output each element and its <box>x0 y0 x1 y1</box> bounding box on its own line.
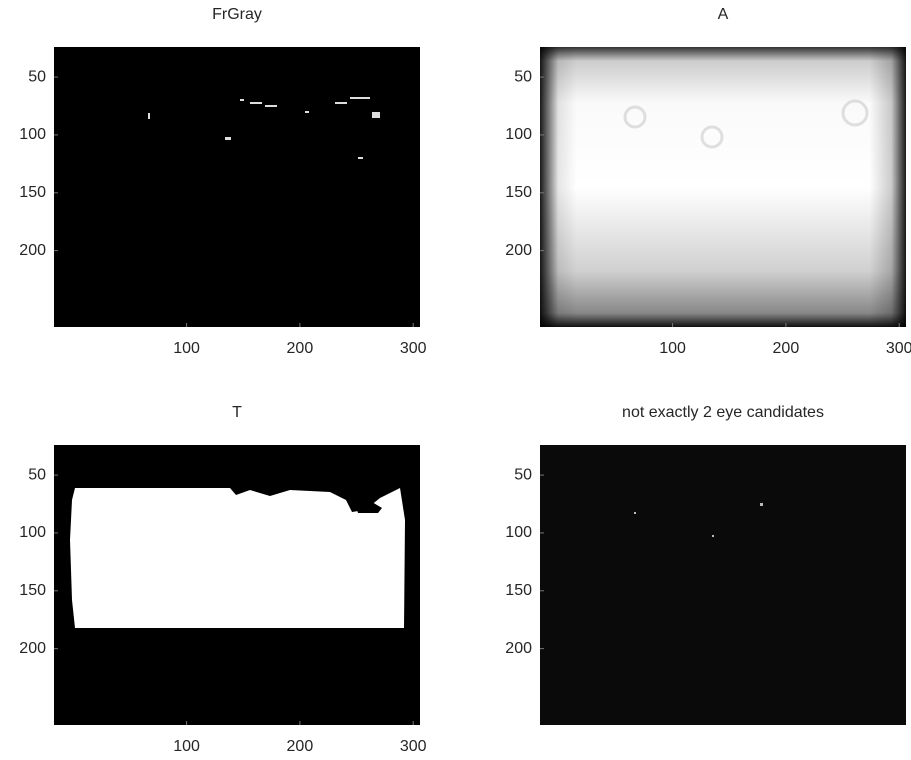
x-tick-label: 300 <box>886 340 911 357</box>
x-tick-label: 200 <box>287 340 314 357</box>
image-content <box>54 47 906 725</box>
x-tick-label: 300 <box>400 340 427 357</box>
y-tick-label: 200 <box>505 242 532 259</box>
y-tick-label: 50 <box>28 466 46 483</box>
x-tick-label: 100 <box>659 340 686 357</box>
panel-title: A <box>718 6 729 23</box>
y-tick-label: 50 <box>514 68 532 85</box>
image-eyes <box>540 445 906 725</box>
x-tick-label: 200 <box>287 738 314 755</box>
y-tick-label: 100 <box>505 524 532 541</box>
image-a-edge <box>540 47 906 327</box>
y-tick-label: 50 <box>514 466 532 483</box>
panel-title: FrGray <box>212 6 262 23</box>
y-tick-label: 200 <box>19 640 46 657</box>
y-tick-label: 150 <box>505 582 532 599</box>
image-frgray <box>54 47 420 327</box>
panel-title: not exactly 2 eye candidates <box>622 404 824 421</box>
panel-title: T <box>232 404 242 421</box>
x-tick-label: 200 <box>773 340 800 357</box>
y-tick-label: 50 <box>28 68 46 85</box>
x-tick-label: 100 <box>173 340 200 357</box>
figure: FrGray 50 100 150 200 100 200 300 A 50 100 150 200 10… <box>0 0 911 760</box>
y-tick-label: 150 <box>505 184 532 201</box>
y-tick-label: 100 <box>505 126 532 143</box>
y-tick-label: 150 <box>19 582 46 599</box>
y-tick-label: 100 <box>19 524 46 541</box>
x-tick-label: 300 <box>400 738 427 755</box>
y-tick-label: 200 <box>19 242 46 259</box>
y-tick-label: 200 <box>505 640 532 657</box>
y-tick-label: 100 <box>19 126 46 143</box>
x-tick-label: 100 <box>173 738 200 755</box>
y-tick-label: 150 <box>19 184 46 201</box>
